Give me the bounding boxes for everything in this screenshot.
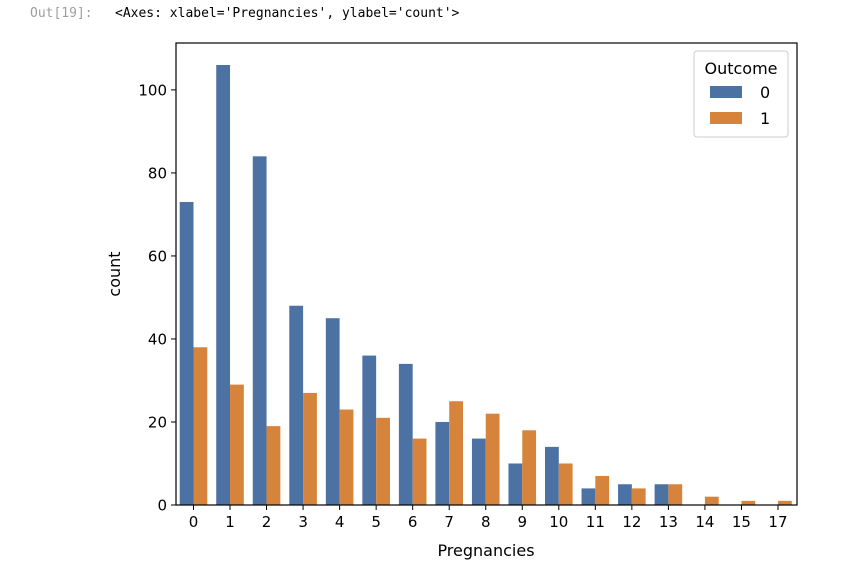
- x-tick-label: 15: [732, 513, 751, 531]
- y-tick-label: 60: [148, 247, 167, 265]
- bar-outcome-1-pregnancies-2: [266, 426, 281, 505]
- bar-outcome-0-pregnancies-9: [508, 463, 523, 505]
- x-tick-label: 1: [225, 513, 235, 531]
- bar-outcome-1-pregnancies-3: [303, 392, 317, 505]
- bar-outcome-0-pregnancies-11: [581, 488, 596, 505]
- bar-outcome-1-pregnancies-0: [193, 347, 208, 505]
- legend-swatch-0: [710, 86, 742, 98]
- bar-outcome-1-pregnancies-10: [558, 463, 573, 505]
- x-tick-label: 14: [695, 513, 714, 531]
- bar-outcome-1-pregnancies-9: [522, 430, 537, 505]
- y-tick-label: 0: [157, 497, 167, 515]
- legend: Outcome 0 1: [693, 50, 789, 138]
- bar-outcome-1-pregnancies-1: [230, 384, 244, 505]
- x-tick-label: 9: [517, 513, 527, 531]
- plot-frame: [175, 42, 798, 506]
- x-tick-label: 12: [622, 513, 641, 531]
- bar-outcome-1-pregnancies-6: [412, 438, 427, 505]
- bars-group: [179, 65, 792, 506]
- x-tick-label: 6: [408, 513, 418, 531]
- bar-outcome-0-pregnancies-4: [325, 318, 340, 505]
- legend-label-1: 1: [760, 109, 770, 128]
- bar-outcome-0-pregnancies-12: [618, 484, 632, 505]
- bar-outcome-0-pregnancies-1: [216, 65, 231, 505]
- legend-label-0: 0: [760, 83, 770, 102]
- y-tick-label: 100: [138, 81, 167, 99]
- x-tick-label: 8: [481, 513, 491, 531]
- output-text: <Axes: xlabel='Pregnancies', ylabel='cou…: [115, 6, 460, 21]
- x-tick-label: 0: [189, 513, 199, 531]
- y-tick-label: 80: [148, 164, 167, 182]
- bar-outcome-1-pregnancies-7: [449, 401, 464, 505]
- legend-swatch-1: [710, 112, 742, 124]
- output-row: Out[19]: <Axes: xlabel='Pregnancies', yl…: [0, 0, 866, 28]
- bar-outcome-0-pregnancies-2: [252, 156, 267, 505]
- output-prompt: Out[19]:: [30, 6, 93, 21]
- y-axis: 0 20 40 60 80 100: [138, 81, 176, 515]
- x-tick-label: 2: [262, 513, 272, 531]
- bar-outcome-0-pregnancies-5: [362, 355, 377, 505]
- x-tick-label: 13: [659, 513, 678, 531]
- bar-outcome-1-pregnancies-17: [777, 500, 792, 505]
- x-tick-label: 4: [335, 513, 345, 531]
- y-tick-label: 20: [148, 413, 167, 431]
- bar-outcome-0-pregnancies-3: [289, 305, 304, 505]
- bar-outcome-0-pregnancies-8: [471, 438, 486, 505]
- bar-outcome-0-pregnancies-7: [435, 421, 450, 505]
- x-tick-label: 3: [298, 513, 308, 531]
- bar-outcome-1-pregnancies-14: [704, 496, 719, 505]
- x-tick-label: 17: [768, 513, 787, 531]
- x-tick-label: 10: [549, 513, 568, 531]
- bar-outcome-1-pregnancies-13: [668, 484, 683, 505]
- bar-outcome-1-pregnancies-5: [376, 417, 390, 505]
- x-axis-label: Pregnancies: [437, 541, 534, 560]
- bar-outcome-0-pregnancies-13: [654, 484, 669, 505]
- bar-outcome-0-pregnancies-6: [398, 363, 413, 505]
- bar-outcome-0-pregnancies-10: [545, 446, 559, 505]
- y-axis-label: count: [105, 251, 124, 296]
- y-tick-label: 40: [148, 330, 167, 348]
- bar-outcome-1-pregnancies-12: [631, 488, 646, 505]
- bar-outcome-1-pregnancies-4: [339, 409, 354, 505]
- x-tick-label: 5: [371, 513, 381, 531]
- x-axis: 0 1 2 3 4 5 6 7 8 9 10 11 12 13 14 15 17: [189, 505, 788, 531]
- x-tick-label: 11: [586, 513, 605, 531]
- legend-title: Outcome: [704, 59, 777, 78]
- bar-outcome-1-pregnancies-15: [741, 500, 756, 505]
- x-tick-label: 7: [444, 513, 454, 531]
- bar-outcome-0-pregnancies-0: [179, 201, 194, 506]
- bar-outcome-1-pregnancies-11: [595, 475, 610, 505]
- bar-outcome-1-pregnancies-8: [485, 413, 500, 505]
